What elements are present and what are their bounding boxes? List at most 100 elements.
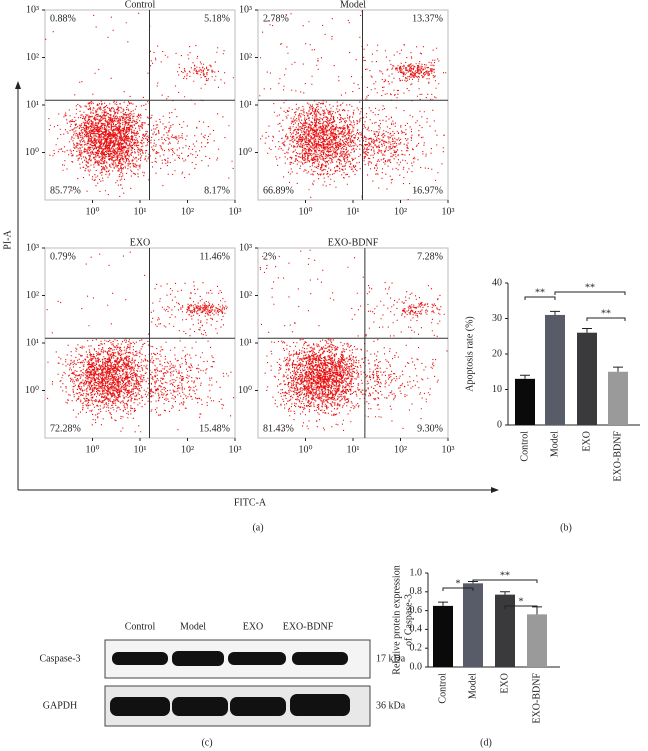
x-tick-label: 10² [181,206,194,217]
significance-bracket [504,605,538,609]
band [230,697,286,716]
bar [577,332,597,425]
panel-label: (d) [480,737,492,748]
error-bar [520,374,530,379]
y-tick-label: 30 [492,313,502,324]
significance-label: ** [535,287,545,298]
bar [463,583,483,667]
size-label: 36 kDa [376,700,406,711]
significance-label: ** [601,308,611,319]
x-tick-label: 10⁰ [298,444,312,455]
quadrant-label: 9.30% [417,423,443,434]
band [292,652,348,665]
cell-dots [47,338,151,433]
band [110,697,170,716]
panel-label: (b) [560,522,572,533]
cell-dots [45,12,151,98]
cell-dots [259,10,363,101]
error-bar [500,591,510,595]
x-tick-label: Model [467,673,478,699]
y-tick-label: 10² [26,52,39,63]
significance-label: * [456,578,461,589]
quadrant-label: 16.97% [412,185,443,196]
cell-dots [365,339,448,429]
x-tick-label: 10² [394,444,407,455]
x-tick-label: 10³ [229,444,242,455]
plot-title: Control [125,0,156,10]
plot-title: EXO-BDNF [328,237,379,248]
cell-dots [260,100,364,198]
quadrant-label: 11.46% [200,251,230,262]
cell-dots [363,44,447,102]
y-tick-label: 0 [497,419,502,430]
y-tick-label: 40 [492,277,502,288]
error-bar [438,601,448,606]
flow-x-label: FITC-A [234,497,267,508]
x-tick-label: 10¹ [134,206,147,217]
y-tick-label: 0.0 [410,661,423,672]
significance-label: ** [500,570,510,581]
significance-bracket [472,579,538,583]
y-tick-label: 10¹ [239,99,252,110]
quadrant-label: 2% [263,251,276,262]
quadrant-label: 8.17% [204,185,230,196]
x-tick-label: EXO [581,431,592,452]
significance-label: ** [585,282,595,293]
significance-bracket [554,291,626,295]
x-tick-label: 10¹ [347,444,360,455]
error-bar [582,327,592,333]
x-tick-label: 10¹ [347,206,360,217]
y-tick-label: 10⁰ [238,147,252,158]
y-tick-label: 10⁰ [25,147,39,158]
y-tick-label: 10¹ [239,337,252,348]
band [112,652,168,665]
quadrant-label: 0.79% [50,251,76,262]
cell-dots [48,100,150,197]
y-tick-label: 10² [26,290,39,301]
band [172,697,228,716]
y-tick-label: 0.8 [410,586,423,597]
lane-label: Model [180,621,206,632]
plot-title: Model [340,0,366,10]
quadrant-label: 81.43% [263,423,294,434]
significance-bracket [442,587,474,591]
lane-label: Control [125,621,156,632]
quadrant-label: 0.88% [50,13,76,24]
quadrant-label: 13.37% [412,13,443,24]
bar [527,614,547,667]
quadrant-label: 85.77% [50,185,81,196]
x-tick-label: 10² [181,444,194,455]
y-tick-label: 10³ [239,242,252,253]
x-tick-label: 10⁰ [298,206,312,217]
flow-y-label: PI-A [2,230,13,250]
protein-label: Caspase-3 [39,653,80,664]
panel-label: (c) [201,737,212,748]
bar [515,378,535,425]
x-tick-label: 10⁰ [85,444,99,455]
quadrant-label: 66.89% [263,185,294,196]
size-label: 17 kDa [376,653,406,664]
western-blot: Control Model EXO EXO-BDNF Caspase-3 17 … [39,621,406,727]
y-axis-label: Apoptosis rate (%) [464,316,475,392]
y-tick-label: 10⁰ [25,385,39,396]
y-tick-label: 10³ [26,4,39,15]
band [172,651,224,666]
y-tick-label: 10³ [26,242,39,253]
lane-label: EXO [243,621,264,632]
x-tick-label: 10³ [229,206,242,217]
y-tick-label: 10³ [239,4,252,15]
cell-dots [149,103,234,187]
quadrant-label: 15.48% [199,423,230,434]
y-axis-label: Relative protein expression [391,565,402,674]
significance-bracket [524,296,556,300]
bar [433,605,453,667]
y-tick-label: 10² [239,290,252,301]
cell-dots [149,340,235,431]
cell-dots [259,249,364,337]
x-tick-label: EXO-BDNF [612,431,623,482]
quadrant-label: 2.78% [263,13,289,24]
x-tick-label: EXO-BDNF [531,673,542,724]
bar [608,371,628,425]
x-tick-label: 10³ [442,206,455,217]
